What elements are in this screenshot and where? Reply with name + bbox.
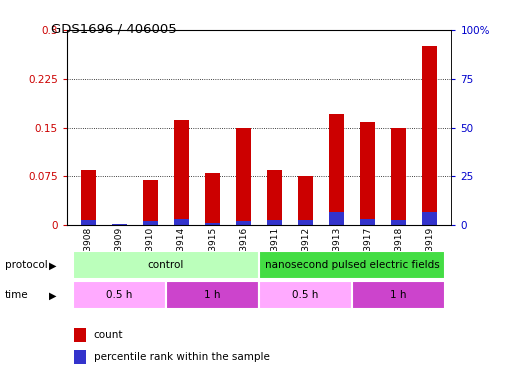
Text: 0.5 h: 0.5 h [106, 290, 133, 300]
Bar [205, 223, 220, 225]
Text: nanosecond pulsed electric fields: nanosecond pulsed electric fields [265, 260, 440, 270]
Bar [74, 350, 86, 364]
Bar [205, 173, 220, 225]
Bar [236, 221, 251, 225]
Bar [259, 251, 445, 279]
Bar [73, 281, 166, 309]
Bar [422, 212, 438, 225]
Bar [360, 122, 376, 225]
Text: GDS1696 / 406005: GDS1696 / 406005 [51, 22, 177, 36]
Bar [422, 46, 438, 225]
Text: protocol: protocol [5, 260, 48, 270]
Bar [143, 221, 158, 225]
Bar [267, 220, 282, 225]
Bar [298, 176, 313, 225]
Text: count: count [93, 330, 123, 340]
Text: percentile rank within the sample: percentile rank within the sample [93, 352, 269, 362]
Bar [174, 219, 189, 225]
Text: 1 h: 1 h [204, 290, 221, 300]
Bar [259, 281, 352, 309]
Bar [143, 180, 158, 225]
Bar [329, 212, 344, 225]
Bar [329, 114, 344, 225]
Bar [174, 120, 189, 225]
Bar [112, 224, 127, 225]
Bar [391, 220, 406, 225]
Text: 1 h: 1 h [390, 290, 407, 300]
Bar [360, 219, 376, 225]
Text: time: time [5, 290, 29, 300]
Bar [352, 281, 445, 309]
Bar [74, 328, 86, 342]
Text: control: control [148, 260, 184, 270]
Bar [73, 251, 259, 279]
Bar [391, 128, 406, 225]
Text: 0.5 h: 0.5 h [292, 290, 319, 300]
Bar [236, 128, 251, 225]
Bar [81, 220, 96, 225]
Bar [166, 281, 259, 309]
Text: ▶: ▶ [49, 260, 56, 270]
Bar [112, 224, 127, 225]
Text: ▶: ▶ [49, 290, 56, 300]
Bar [81, 170, 96, 225]
Bar [267, 170, 282, 225]
Bar [298, 220, 313, 225]
